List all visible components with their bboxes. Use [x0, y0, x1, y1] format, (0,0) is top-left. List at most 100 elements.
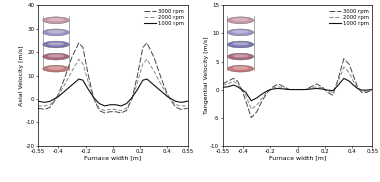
- 2000 rpm: [43, 105, 47, 107]
- 1000 rpm: [309, 88, 314, 90]
- 3000 rpm: [355, 86, 360, 88]
- 3000 rpm: [276, 83, 281, 85]
- 1000 rpm: [108, 104, 112, 106]
- 3000 rpm: [48, 106, 52, 108]
- 1000 rpm: [347, 80, 352, 82]
- 3000 rpm: [231, 77, 236, 79]
- 3000 rpm: [249, 116, 253, 119]
- 3000 rpm: [260, 100, 264, 102]
- 1000 rpm: [370, 88, 375, 91]
- 3000 rpm: [309, 86, 314, 88]
- 3000 rpm: [77, 42, 81, 44]
- 3000 rpm: [185, 107, 190, 109]
- 2000 rpm: [342, 66, 346, 68]
- 2000 rpm: [77, 58, 81, 60]
- 3000 rpm: [235, 80, 240, 82]
- 3000 rpm: [271, 86, 275, 88]
- 3000 rpm: [81, 46, 85, 49]
- 1000 rpm: [325, 89, 330, 91]
- 1000 rpm: [165, 95, 169, 98]
- 2000 rpm: [298, 88, 302, 91]
- 2000 rpm: [92, 98, 96, 100]
- 2000 rpm: [347, 72, 352, 74]
- 1000 rpm: [359, 89, 364, 91]
- 3000 rpm: [36, 107, 40, 109]
- 3000 rpm: [173, 106, 178, 108]
- 3000 rpm: [244, 100, 248, 102]
- Y-axis label: Axial Velocity [m/s]: Axial Velocity [m/s]: [19, 45, 24, 106]
- 3000 rpm: [52, 100, 57, 102]
- 1000 rpm: [160, 91, 164, 93]
- 3000 rpm: [336, 77, 340, 79]
- 1000 rpm: [287, 88, 291, 91]
- 1000 rpm: [97, 102, 101, 105]
- Line: 2000 rpm: 2000 rpm: [223, 67, 372, 109]
- Line: 3000 rpm: 3000 rpm: [223, 59, 372, 118]
- 1000 rpm: [226, 86, 230, 88]
- 3000 rpm: [165, 93, 169, 95]
- 1000 rpm: [103, 105, 107, 107]
- 2000 rpm: [48, 104, 52, 106]
- 1000 rpm: [77, 78, 81, 80]
- 1000 rpm: [365, 89, 369, 91]
- 1000 rpm: [145, 78, 149, 80]
- 1000 rpm: [48, 100, 52, 102]
- 3000 rpm: [92, 98, 96, 100]
- 1000 rpm: [152, 84, 156, 86]
- 2000 rpm: [108, 108, 112, 110]
- 2000 rpm: [160, 85, 164, 87]
- 1000 rpm: [124, 102, 129, 105]
- 3000 rpm: [359, 91, 364, 93]
- 1000 rpm: [220, 86, 225, 88]
- 2000 rpm: [81, 63, 85, 65]
- 2000 rpm: [165, 94, 169, 96]
- 3000 rpm: [370, 88, 375, 91]
- 3000 rpm: [160, 79, 164, 81]
- 1000 rpm: [52, 98, 57, 100]
- 2000 rpm: [86, 82, 91, 84]
- 2000 rpm: [271, 87, 275, 89]
- 1000 rpm: [254, 97, 259, 99]
- 2000 rpm: [141, 63, 145, 65]
- 1000 rpm: [235, 86, 240, 88]
- 3000 rpm: [365, 91, 369, 93]
- 1000 rpm: [169, 98, 174, 100]
- 2000 rpm: [331, 91, 335, 93]
- 2000 rpm: [265, 90, 270, 92]
- 2000 rpm: [62, 85, 66, 87]
- 2000 rpm: [314, 86, 319, 88]
- 1000 rpm: [70, 84, 74, 86]
- 2000 rpm: [303, 88, 308, 91]
- 3000 rpm: [226, 80, 230, 82]
- Line: 1000 rpm: 1000 rpm: [223, 78, 372, 101]
- 1000 rpm: [276, 87, 281, 90]
- 1000 rpm: [244, 91, 248, 93]
- 3000 rpm: [152, 56, 156, 58]
- 1000 rpm: [249, 100, 253, 102]
- 3000 rpm: [141, 46, 145, 49]
- 2000 rpm: [173, 104, 178, 106]
- 3000 rpm: [320, 86, 324, 88]
- 3000 rpm: [298, 88, 302, 91]
- 2000 rpm: [244, 94, 248, 96]
- 1000 rpm: [81, 79, 85, 81]
- 1000 rpm: [320, 88, 324, 90]
- 2000 rpm: [336, 80, 340, 82]
- Legend: 3000 rpm, 2000 rpm, 1000 rpm: 3000 rpm, 2000 rpm, 1000 rpm: [328, 8, 370, 27]
- 3000 rpm: [130, 98, 134, 100]
- 1000 rpm: [231, 84, 236, 86]
- Line: 3000 rpm: 3000 rpm: [38, 43, 188, 113]
- 3000 rpm: [303, 88, 308, 91]
- 3000 rpm: [56, 93, 61, 95]
- 3000 rpm: [325, 91, 330, 93]
- 2000 rpm: [135, 82, 140, 84]
- 1000 rpm: [293, 88, 297, 91]
- 1000 rpm: [271, 88, 275, 90]
- 3000 rpm: [293, 88, 297, 91]
- 3000 rpm: [287, 88, 291, 91]
- 3000 rpm: [108, 111, 112, 113]
- 2000 rpm: [119, 110, 124, 112]
- 3000 rpm: [239, 88, 244, 91]
- Legend: 3000 rpm, 2000 rpm, 1000 rpm: 3000 rpm, 2000 rpm, 1000 rpm: [143, 8, 185, 27]
- 2000 rpm: [320, 87, 324, 89]
